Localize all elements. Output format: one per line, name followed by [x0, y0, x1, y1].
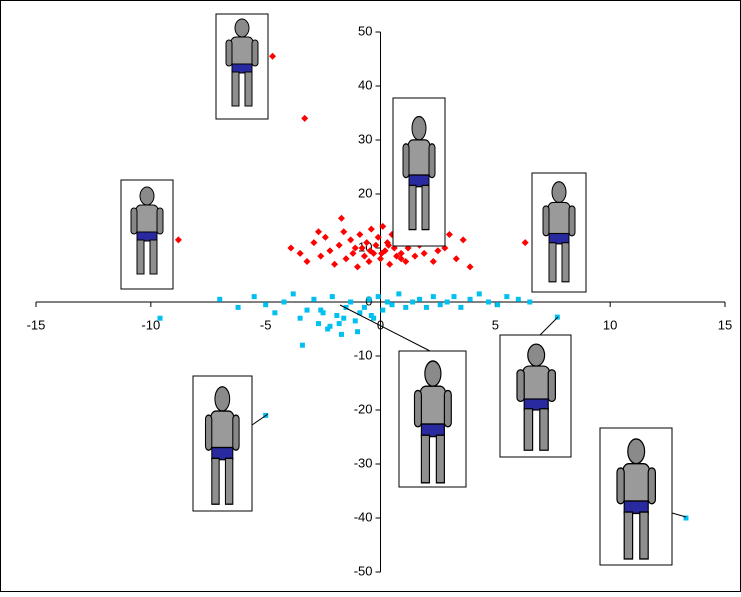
point [495, 302, 500, 307]
point [353, 318, 358, 323]
point [421, 250, 428, 257]
point [347, 236, 354, 243]
x-tick-label: -5 [260, 317, 272, 332]
point [445, 300, 450, 305]
point [446, 231, 453, 238]
point [356, 231, 363, 238]
point [304, 258, 311, 265]
point [527, 300, 532, 305]
point [330, 294, 335, 299]
chart: -15-10-5051015-50-40-30-20-1001020304050 [0, 0, 741, 592]
point [376, 294, 381, 299]
leader [672, 513, 686, 517]
point [315, 228, 322, 235]
point [366, 258, 373, 265]
point [468, 297, 473, 302]
point [430, 258, 437, 265]
x-tick-label: 5 [492, 317, 499, 332]
point [339, 332, 344, 337]
point [477, 291, 482, 296]
point [287, 245, 294, 252]
point [252, 294, 257, 299]
point [396, 291, 401, 296]
point [301, 115, 308, 122]
point [297, 250, 304, 257]
point [362, 305, 367, 310]
point [322, 234, 329, 241]
point [338, 215, 345, 222]
point [486, 300, 491, 305]
y-tick-label: 20 [358, 185, 372, 200]
point [354, 263, 361, 270]
point [410, 300, 415, 305]
point [310, 239, 317, 246]
point [467, 263, 474, 270]
y-tick-label: 30 [358, 131, 372, 146]
point [389, 302, 394, 307]
point [282, 300, 287, 305]
point [431, 294, 436, 299]
point [340, 228, 347, 235]
point [367, 297, 372, 302]
x-tick-label: 10 [603, 317, 617, 332]
y-tick-label: -40 [354, 509, 373, 524]
y-tick-label: -10 [354, 347, 373, 362]
point [438, 302, 443, 307]
point [175, 236, 182, 243]
point [403, 305, 408, 310]
y-tick-label: -30 [354, 455, 373, 470]
leader [252, 414, 268, 425]
point [300, 343, 305, 348]
pictures [121, 14, 686, 565]
y-tick-label: -50 [354, 563, 373, 578]
point [318, 308, 323, 313]
point [269, 53, 276, 60]
point [291, 291, 296, 296]
point [368, 226, 375, 233]
point [434, 247, 441, 254]
point [305, 308, 310, 313]
point [522, 239, 529, 246]
point [336, 242, 343, 249]
point [337, 321, 342, 326]
point [317, 253, 324, 260]
point [298, 316, 303, 321]
point [311, 297, 316, 302]
point [451, 294, 456, 299]
point [343, 255, 350, 262]
point [331, 261, 338, 268]
y-tick-label: 40 [358, 77, 372, 92]
point [424, 305, 429, 310]
y-tick-label: 50 [358, 23, 372, 38]
point [377, 255, 384, 262]
point [386, 261, 393, 268]
point [355, 329, 360, 334]
point [341, 316, 346, 321]
point [326, 247, 333, 254]
point [453, 255, 460, 262]
point [385, 300, 390, 305]
x-tick-label: 15 [718, 317, 732, 332]
point [263, 302, 268, 307]
point [327, 324, 332, 329]
point [348, 300, 353, 305]
point [516, 297, 521, 302]
x-tick-label: -15 [27, 317, 46, 332]
point [236, 305, 241, 310]
point [417, 297, 422, 302]
point [217, 297, 222, 302]
leader [540, 317, 558, 335]
point [380, 308, 385, 313]
y-tick-label: -20 [354, 401, 373, 416]
x-tick-label: -10 [141, 317, 160, 332]
point [369, 313, 374, 318]
point [272, 310, 277, 315]
point [504, 294, 509, 299]
point [411, 253, 418, 260]
point [316, 321, 321, 326]
point [460, 236, 467, 243]
point [334, 313, 339, 318]
point [458, 305, 463, 310]
point [158, 316, 163, 321]
